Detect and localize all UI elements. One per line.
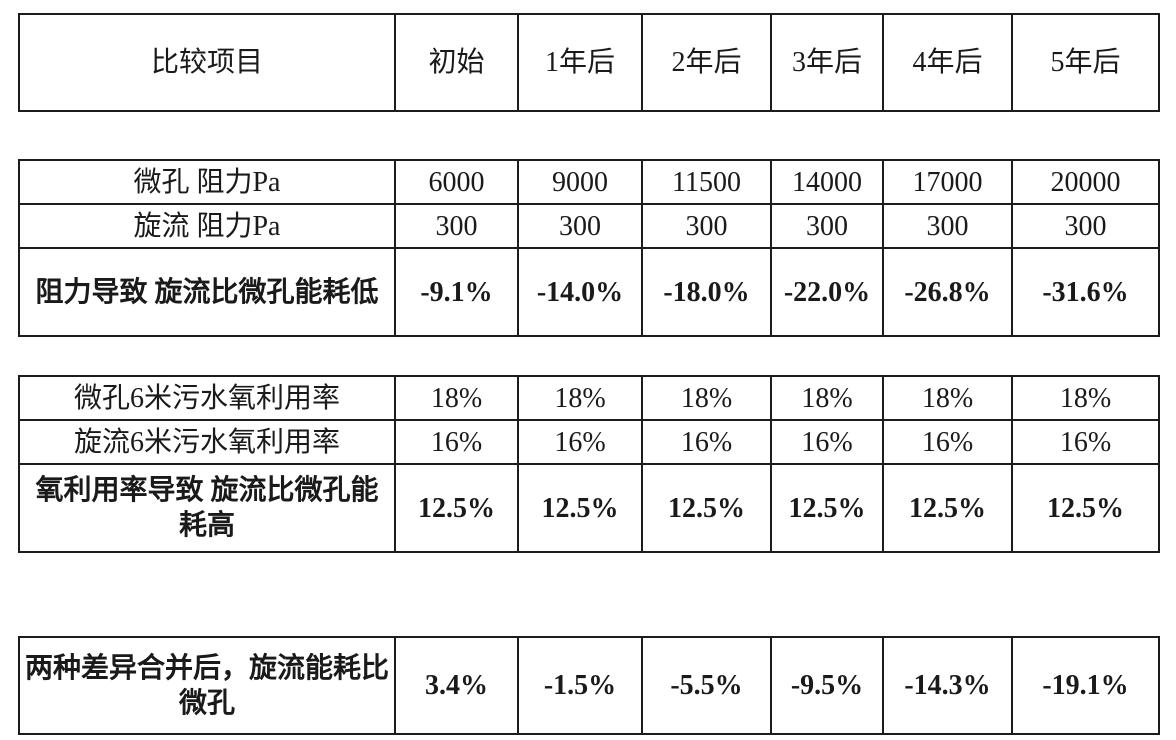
value-cell: 300 <box>641 203 772 249</box>
value-cell: 300 <box>1011 203 1160 249</box>
value-cell: 17000 <box>882 159 1013 205</box>
header-cell-item: 比较项目 <box>18 13 396 112</box>
value-cell: 11500 <box>641 159 772 205</box>
value-cell: 300 <box>394 203 519 249</box>
resistance-table: 微孔 阻力Pa 6000 9000 11500 14000 17000 2000… <box>18 159 1160 337</box>
value-cell: 16% <box>770 419 884 465</box>
header-cell-year1: 1年后 <box>517 13 643 112</box>
table-row: 微孔 阻力Pa 6000 9000 11500 14000 17000 2000… <box>18 159 1160 205</box>
row-label: 两种差异合并后，旋流能耗比微孔 <box>18 636 396 735</box>
table-row-resistance-diff: 阻力导致 旋流比微孔能耗低 -9.1% -14.0% -18.0% -22.0%… <box>18 247 1160 337</box>
header-cell-year2: 2年后 <box>641 13 772 112</box>
value-cell: -19.1% <box>1011 636 1160 735</box>
value-cell: -22.0% <box>770 247 884 337</box>
value-cell: -14.3% <box>882 636 1013 735</box>
value-cell: 300 <box>770 203 884 249</box>
value-cell: 18% <box>1011 375 1160 421</box>
value-cell: 16% <box>394 419 519 465</box>
value-cell: -18.0% <box>641 247 772 337</box>
table-row: 旋流6米污水氧利用率 16% 16% 16% 16% 16% 16% <box>18 419 1160 465</box>
value-cell: 12.5% <box>1011 463 1160 553</box>
value-cell: 18% <box>641 375 772 421</box>
value-cell: 16% <box>1011 419 1160 465</box>
value-cell: -31.6% <box>1011 247 1160 337</box>
value-cell: -1.5% <box>517 636 643 735</box>
value-cell: 6000 <box>394 159 519 205</box>
table-row-combined-diff: 两种差异合并后，旋流能耗比微孔 3.4% -1.5% -5.5% -9.5% -… <box>18 636 1160 735</box>
value-cell: 9000 <box>517 159 643 205</box>
table-row-oxygen-diff: 氧利用率导致 旋流比微孔能耗高 12.5% 12.5% 12.5% 12.5% … <box>18 463 1160 553</box>
value-cell: 18% <box>517 375 643 421</box>
header-cell-initial: 初始 <box>394 13 519 112</box>
value-cell: -9.1% <box>394 247 519 337</box>
row-label: 旋流 阻力Pa <box>18 203 396 249</box>
value-cell: 12.5% <box>517 463 643 553</box>
value-cell: 3.4% <box>394 636 519 735</box>
row-label: 阻力导致 旋流比微孔能耗低 <box>18 247 396 337</box>
header-cell-year4: 4年后 <box>882 13 1013 112</box>
value-cell: -5.5% <box>641 636 772 735</box>
value-cell: 16% <box>517 419 643 465</box>
value-cell: 16% <box>641 419 772 465</box>
row-label: 微孔 阻力Pa <box>18 159 396 205</box>
value-cell: 14000 <box>770 159 884 205</box>
header-cell-year5: 5年后 <box>1011 13 1160 112</box>
value-cell: 300 <box>882 203 1013 249</box>
value-cell: 12.5% <box>394 463 519 553</box>
value-cell: 18% <box>882 375 1013 421</box>
table-row: 微孔6米污水氧利用率 18% 18% 18% 18% 18% 18% <box>18 375 1160 421</box>
comparison-header-table: 比较项目 初始 1年后 2年后 3年后 4年后 5年后 <box>18 13 1160 112</box>
value-cell: -14.0% <box>517 247 643 337</box>
value-cell: 12.5% <box>641 463 772 553</box>
value-cell: 18% <box>394 375 519 421</box>
header-cell-year3: 3年后 <box>770 13 884 112</box>
value-cell: 20000 <box>1011 159 1160 205</box>
row-label: 氧利用率导致 旋流比微孔能耗高 <box>18 463 396 553</box>
value-cell: 18% <box>770 375 884 421</box>
row-label: 微孔6米污水氧利用率 <box>18 375 396 421</box>
value-cell: 12.5% <box>770 463 884 553</box>
combined-difference-table: 两种差异合并后，旋流能耗比微孔 3.4% -1.5% -5.5% -9.5% -… <box>18 636 1160 735</box>
value-cell: 300 <box>517 203 643 249</box>
oxygen-utilization-table: 微孔6米污水氧利用率 18% 18% 18% 18% 18% 18% 旋流6米污… <box>18 375 1160 553</box>
value-cell: 16% <box>882 419 1013 465</box>
row-label: 旋流6米污水氧利用率 <box>18 419 396 465</box>
value-cell: 12.5% <box>882 463 1013 553</box>
value-cell: -9.5% <box>770 636 884 735</box>
table-row: 旋流 阻力Pa 300 300 300 300 300 300 <box>18 203 1160 249</box>
header-row: 比较项目 初始 1年后 2年后 3年后 4年后 5年后 <box>18 13 1160 112</box>
value-cell: -26.8% <box>882 247 1013 337</box>
